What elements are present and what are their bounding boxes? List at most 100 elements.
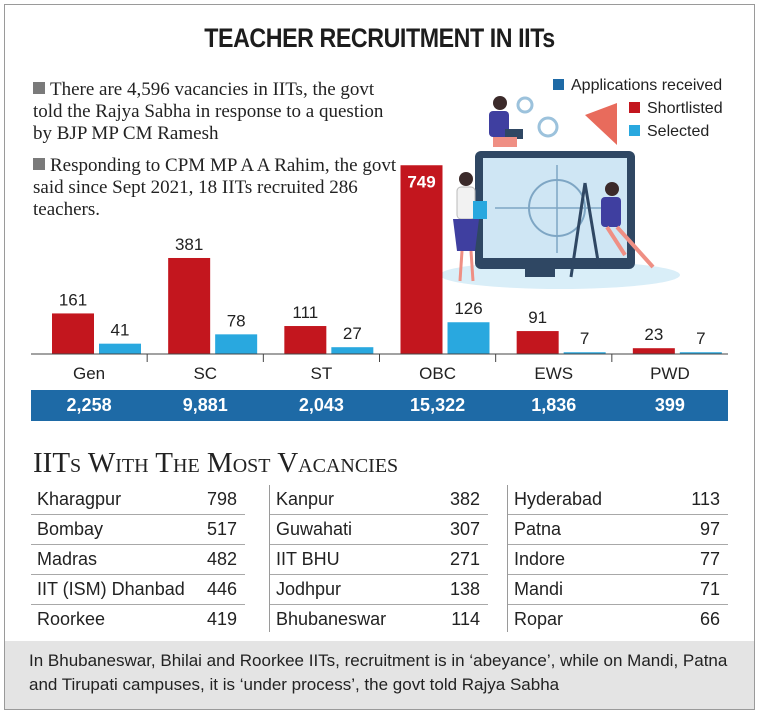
bar-shortlisted xyxy=(52,313,94,354)
iit-vacancies: 307 xyxy=(449,519,480,539)
x-tick-label: ST xyxy=(311,364,333,383)
data-label-selected: 126 xyxy=(454,299,482,318)
bar-selected xyxy=(331,347,374,354)
iit-column: Kanpur 382 Guwahati 307 IIT BHU 271 Jodhpur… xyxy=(269,485,488,632)
applications-value: 15,322 xyxy=(410,395,466,415)
legend-swatch xyxy=(629,102,640,113)
iit-row: Guwahati 307 xyxy=(270,515,488,545)
legend-item-selected: Selected xyxy=(629,123,723,146)
iit-name: Bhubaneswar xyxy=(276,609,387,629)
bar-shortlisted xyxy=(168,257,211,354)
iit-vacancies: 138 xyxy=(449,579,480,599)
iit-vacancies: 271 xyxy=(449,549,480,569)
iit-row: Bombay 517 xyxy=(31,515,245,545)
footnote-text: In Bhubaneswar, Bhilai and Roorkee IITs,… xyxy=(29,651,728,694)
iit-vacancies: 446 xyxy=(206,579,237,599)
iit-name: IIT (ISM) Dhanbad xyxy=(37,579,185,599)
iit-name: IIT BHU xyxy=(276,549,340,569)
data-label-shortlisted: 381 xyxy=(175,235,203,254)
iit-name: Madras xyxy=(37,549,98,569)
data-label-shortlisted: 161 xyxy=(59,290,87,309)
x-axis-ticks xyxy=(146,354,613,362)
iit-vacancies: 77 xyxy=(699,549,720,569)
iit-name: Kanpur xyxy=(276,489,335,509)
x-tick-label: PWD xyxy=(650,364,690,383)
x-axis-labels: Gen SC ST OBC EWS PWD xyxy=(73,364,690,383)
iit-name: Roorkee xyxy=(37,609,106,629)
x-tick-label: OBC xyxy=(419,364,456,383)
bar-shortlisted xyxy=(516,331,559,354)
iit-row: Hyderabad 113 xyxy=(508,485,728,515)
applications-band xyxy=(31,390,728,421)
iit-row: Kanpur 382 xyxy=(270,485,488,515)
legend-swatch xyxy=(553,79,564,90)
note-vacancies: There are 4,596 vacancies in IITs, the g… xyxy=(33,79,403,145)
data-label-selected: 41 xyxy=(111,321,130,340)
iits-heading: IITs With The Most Vacancies xyxy=(33,447,399,479)
legend-swatch xyxy=(629,125,640,136)
bar-shortlisted xyxy=(400,165,443,354)
chart-legend: Applications received Shortlisted Select… xyxy=(553,77,723,146)
applications-value: 399 xyxy=(654,395,685,415)
iit-vacancies: 798 xyxy=(206,489,237,509)
teacher-illustration xyxy=(440,96,680,289)
note-text: Responding to CPM MP A A Rahim, the govt… xyxy=(33,155,397,220)
iit-vacancies: 71 xyxy=(699,579,720,599)
bar-selected xyxy=(447,322,490,354)
x-tick-label: SC xyxy=(193,364,217,383)
legend-label: Shortlisted xyxy=(647,100,723,117)
iit-row: Jodhpur 138 xyxy=(270,575,488,605)
iit-name: Mandi xyxy=(514,579,564,599)
iit-row: Ropar 66 xyxy=(508,605,728,634)
bullet-square-icon xyxy=(33,158,45,170)
applications-value: 9,881 xyxy=(182,395,228,415)
page-title: TEACHER RECRUITMENT IN IITs xyxy=(204,23,555,53)
data-label-selected: 27 xyxy=(343,324,362,343)
iit-column: Kharagpur 798 Bombay 517 Madras 482 IIT (IS… xyxy=(31,485,245,632)
iit-vacancies: 382 xyxy=(449,489,480,509)
iit-name: Jodhpur xyxy=(276,579,342,599)
data-label-selected: 7 xyxy=(696,329,705,348)
iit-row: Kharagpur 798 xyxy=(31,485,245,515)
iit-name: Indore xyxy=(514,549,566,569)
data-label-shortlisted: 749 xyxy=(407,172,435,191)
legend-item-applications: Applications received xyxy=(553,77,723,100)
data-label-selected: 78 xyxy=(227,311,246,330)
applications-value: 1,836 xyxy=(531,395,577,415)
iit-name: Ropar xyxy=(514,609,564,629)
iit-row: Patna 97 xyxy=(508,515,728,545)
iit-vacancies: 419 xyxy=(206,609,237,629)
iit-name: Kharagpur xyxy=(37,489,122,509)
iit-vacancies: 114 xyxy=(451,609,480,629)
iit-row: Bhubaneswar 114 xyxy=(270,605,488,634)
x-tick-label: Gen xyxy=(73,364,105,383)
iit-row: Mandi 71 xyxy=(508,575,728,605)
legend-label: Applications received xyxy=(571,77,723,94)
note-text: There are 4,596 vacancies in IITs, the g… xyxy=(33,79,384,144)
x-tick-label: EWS xyxy=(534,364,573,383)
chart-bars: 161 41 381 78 111 27 749 126 91 7 23 7 xyxy=(52,165,722,354)
bar-shortlisted xyxy=(632,348,675,354)
iit-name: Patna xyxy=(514,519,562,539)
legend-item-shortlisted: Shortlisted xyxy=(629,100,723,123)
bar-selected xyxy=(563,352,606,354)
data-label-selected: 7 xyxy=(580,329,589,348)
bar-selected xyxy=(679,352,722,354)
applications-value: 2,258 xyxy=(66,395,112,415)
infographic: TEACHER RECRUITMENT IN IITs There are 4,… xyxy=(4,4,755,710)
iit-name: Guwahati xyxy=(276,519,353,539)
iit-row: IIT BHU 271 xyxy=(270,545,488,575)
iit-row: IIT (ISM) Dhanbad 446 xyxy=(31,575,245,605)
iit-row: Indore 77 xyxy=(508,545,728,575)
iit-row: Madras 482 xyxy=(31,545,245,575)
iit-name: Bombay xyxy=(37,519,104,539)
footnote: In Bhubaneswar, Bhilai and Roorkee IITs,… xyxy=(5,641,754,709)
iit-row: Roorkee 419 xyxy=(31,605,245,634)
iit-vacancies: 66 xyxy=(699,609,720,629)
bar-chart: 161 41 381 78 111 27 749 126 91 7 23 7 Gen SC ST OBC EW… xyxy=(31,96,728,383)
iit-vacancies: 517 xyxy=(206,519,237,539)
iit-vacancies: 97 xyxy=(699,519,720,539)
iit-column: Hyderabad 113 Patna 97 Indore 77 Mandi 71 Ro… xyxy=(507,485,728,632)
legend-label: Selected xyxy=(647,123,710,140)
bullet-square-icon xyxy=(33,82,45,94)
